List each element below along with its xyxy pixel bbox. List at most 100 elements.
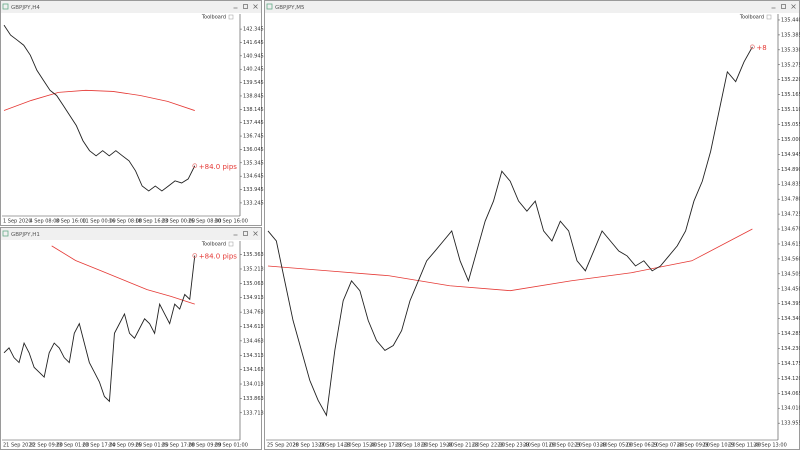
window-title: GBPJPY,M5 [275,5,305,11]
price-tick-label: 133.713 [243,410,264,416]
price-tick-label: 134.010 [781,406,800,412]
price-tick-label: 134.725 [781,212,800,218]
time-label: 29 Sep 10:20 [702,443,735,449]
toolboard-icon[interactable] [228,241,234,247]
price-tick-label: 135.110 [781,107,800,113]
moving-average [3,89,195,111]
price-tick-label: 134.560 [781,256,800,262]
window-max-button[interactable] [242,230,249,237]
pips-annotation: +8 [756,44,766,52]
time-label: 23 Sep 00:00 [162,219,195,225]
price-tick-label: 134.613 [243,324,264,330]
title-bar [1,1,261,13]
window-frame [0,0,262,226]
time-label: 29 Sep 01:00 [523,443,556,449]
time-label: 11 Sep 00:00 [82,219,115,225]
time-label: 25 Sep 2020 [267,443,299,449]
price-tick-label: 134.835 [781,182,800,188]
window-icon [2,3,9,10]
trade-marker [192,253,198,258]
time-label: 28 Sep 21:00 [446,443,479,449]
price-tick-label: 134.175 [781,361,800,367]
time-label: 16 Sep 08:00 [109,219,142,225]
time-label: 4 Sep 08:00 [29,219,59,225]
time-label: 23 Sep 17:00 [82,443,115,449]
time-label: 25 Sep 01:00 [135,443,168,449]
icon [243,4,248,9]
time-label: 22 Sep 09:00 [29,443,62,449]
price-tick-label: 138.145 [243,107,264,113]
price-line [3,24,196,192]
time-label: 30 Sep 16:00 [215,219,248,225]
time-label: 29 Sep 13:00 [753,443,786,449]
icon [243,231,248,236]
price-tick-label: 134.230 [781,346,800,352]
time-label: 25 Sep 08:00 [188,219,221,225]
time-label: 29 Sep 11:40 [728,443,761,449]
price-tick-label: 133.863 [243,396,264,402]
price-tick-label: 134.890 [781,167,800,173]
moving-average [267,228,753,292]
toolboard-label: Toolboard [739,15,764,21]
price-tick-label: 140.945 [243,53,264,59]
window-icon [266,3,273,10]
price-tick-label: 133.245 [243,200,264,206]
price-tick-label: 135.000 [781,137,800,143]
time-label: 28 Sep 15:40 [344,443,377,449]
price-tick-label: 135.063 [243,281,264,287]
time-label: 24 Sep 09:00 [109,443,142,449]
price-tick-label: 139.545 [243,80,264,86]
time-label: 29 Sep 07:40 [651,443,684,449]
window-icon [2,230,9,237]
time-label: 29 Sep 09:00 [677,443,710,449]
price-tick-label: 137.445 [243,120,264,126]
time-label: 28 Sep 22:20 [472,443,505,449]
price-tick-label: 135.213 [243,266,264,272]
price-tick-label: 134.285 [781,331,800,337]
price-tick-label: 134.913 [243,295,264,301]
price-tick-label: 134.645 [243,174,264,180]
time-label: 25 Sep 17:00 [162,443,195,449]
icon [791,4,796,9]
time-label: 29 Sep 01:00 [215,443,248,449]
time-label: 28 Sep 19:40 [421,443,454,449]
window-min-button[interactable] [232,3,239,10]
toolboard-icon[interactable] [228,14,234,20]
time-label: 28 Sep 14:20 [318,443,351,449]
window-frame [264,0,800,450]
time-label: 28 Sep 13:00 [293,443,326,449]
window-max-button[interactable] [242,3,249,10]
price-tick-label: 140.245 [243,67,264,73]
window-min-button[interactable] [232,230,239,237]
window-max-button[interactable] [780,3,787,10]
chart-window: GBPJPY,M5 Toolboard 135.440 135.385 135.330 1… [264,0,800,450]
toolboard-icon[interactable] [766,14,772,20]
price-tick-label: 134.163 [243,367,264,373]
title-bar [1,228,261,240]
price-tick-label: 134.763 [243,310,264,316]
price-tick-label: 135.165 [781,92,800,98]
price-tick-label: 138.845 [243,93,264,99]
pips-annotation: +84.0 pips [199,253,238,261]
price-tick-label: 135.220 [781,77,800,83]
price-tick-label: 135.275 [781,62,800,68]
window-min-button[interactable] [770,3,777,10]
time-label: 28 Sep 18:20 [395,443,428,449]
time-label: 28 Sep 23:40 [497,443,530,449]
icon [253,231,258,236]
time-label: 21 Sep 2020 [3,443,35,449]
window-frame [0,227,262,450]
toolboard-label: Toolboard [201,15,226,21]
price-tick-label: 134.065 [781,391,800,397]
time-label: 8 Sep 16:00 [56,219,86,225]
price-tick-label: 141.645 [243,40,264,46]
price-tick-label: 134.013 [243,382,264,388]
price-tick-label: 134.615 [781,241,800,247]
toolboard-label: Toolboard [201,242,226,248]
price-tick-label: 134.945 [781,152,800,158]
price-tick-label: 136.045 [243,147,264,153]
price-line [267,46,753,417]
price-tick-label: 135.363 [243,252,264,258]
price-tick-label: 134.313 [243,353,264,359]
